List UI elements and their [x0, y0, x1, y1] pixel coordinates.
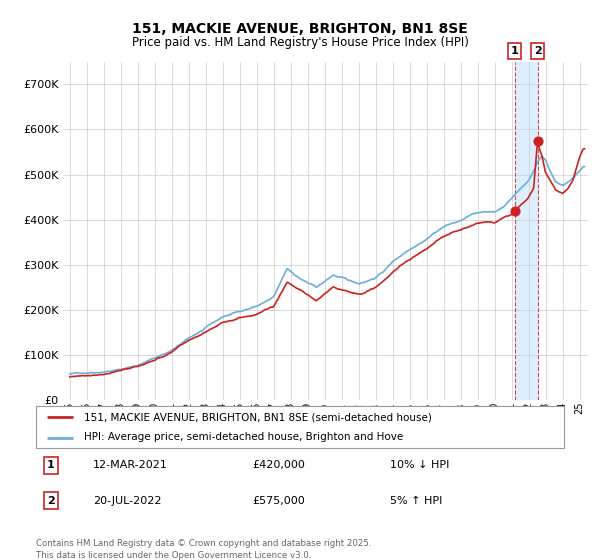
Text: 151, MACKIE AVENUE, BRIGHTON, BN1 8SE (semi-detached house): 151, MACKIE AVENUE, BRIGHTON, BN1 8SE (s…	[83, 412, 431, 422]
Text: HPI: Average price, semi-detached house, Brighton and Hove: HPI: Average price, semi-detached house,…	[83, 432, 403, 442]
Text: 10% ↓ HPI: 10% ↓ HPI	[390, 460, 449, 470]
Text: 2: 2	[47, 496, 55, 506]
Text: 1: 1	[511, 46, 518, 56]
Text: Price paid vs. HM Land Registry's House Price Index (HPI): Price paid vs. HM Land Registry's House …	[131, 36, 469, 49]
FancyBboxPatch shape	[36, 406, 564, 448]
Text: 151, MACKIE AVENUE, BRIGHTON, BN1 8SE: 151, MACKIE AVENUE, BRIGHTON, BN1 8SE	[132, 22, 468, 36]
Text: 5% ↑ HPI: 5% ↑ HPI	[390, 496, 442, 506]
Text: 20-JUL-2022: 20-JUL-2022	[93, 496, 161, 506]
Bar	[515, 62, 538, 400]
Point	[510, 206, 520, 215]
Text: 1: 1	[47, 460, 55, 470]
Text: 2: 2	[534, 46, 542, 56]
Text: £420,000: £420,000	[252, 460, 305, 470]
Point	[533, 136, 542, 145]
Text: Contains HM Land Registry data © Crown copyright and database right 2025.
This d: Contains HM Land Registry data © Crown c…	[36, 539, 371, 559]
Text: £575,000: £575,000	[252, 496, 305, 506]
Text: 12-MAR-2021: 12-MAR-2021	[93, 460, 168, 470]
